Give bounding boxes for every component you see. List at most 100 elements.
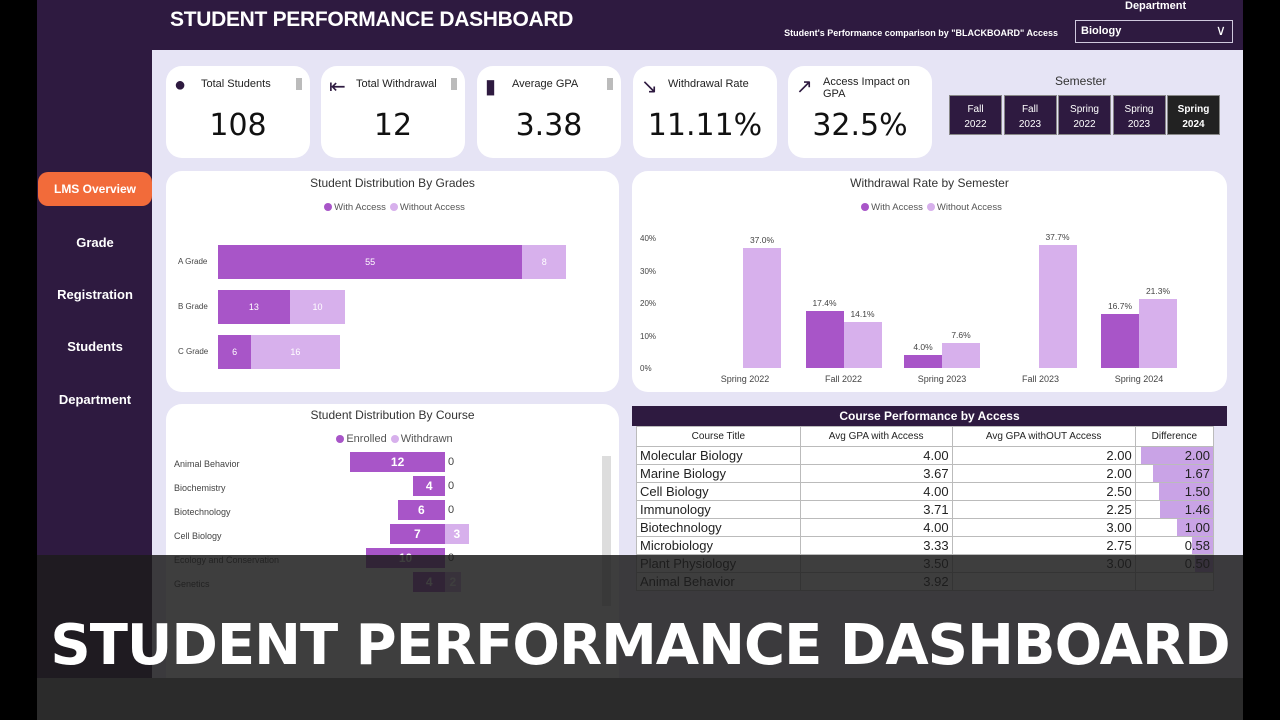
chart-legend: With Access Without Access	[632, 202, 1227, 213]
kpi-value: 3.38	[515, 108, 583, 143]
column-bar	[743, 247, 781, 368]
semester-option[interactable]: Spring 2023	[1112, 95, 1166, 135]
kpi-total-withdrawal: ⇤ Total Withdrawal 12	[321, 66, 465, 158]
column-bar	[805, 311, 844, 368]
legend-dot	[336, 435, 345, 443]
withdrawn-value: 0	[448, 456, 455, 468]
semester-option[interactable]: Fall 2023	[1003, 95, 1057, 135]
legend-label: Withdrawn	[400, 433, 453, 445]
enrolled-bar: 4	[413, 476, 445, 496]
table-cell: 4.00	[799, 518, 953, 537]
department-select[interactable]: Biology ∨	[1075, 20, 1233, 43]
x-tick-label: Spring 2023	[917, 374, 967, 384]
data-label: 37.7%	[1045, 232, 1070, 243]
table-cell: 2.00	[951, 464, 1136, 483]
legend-dot	[926, 203, 935, 211]
table-cell: 2.00	[1134, 446, 1215, 465]
semester-year: 2023	[1018, 119, 1042, 130]
semester-year: 2022	[1073, 119, 1096, 130]
bar-segment: 16	[251, 335, 340, 369]
chart-legend: With Access Without Access	[166, 202, 619, 213]
enrolled-bar: 7	[389, 524, 445, 544]
column-bar	[904, 355, 942, 368]
table-cell: 1.00	[1134, 518, 1215, 537]
table-cell: 3.33	[799, 536, 953, 555]
column-header[interactable]: Avg GPA with Access	[799, 426, 953, 447]
category-label: C Grade	[178, 347, 209, 356]
kpi-label: Withdrawal Rate	[668, 78, 749, 90]
semester-year: 2023	[1127, 119, 1151, 130]
column-header[interactable]: Avg GPA withOUT Access	[951, 426, 1136, 447]
data-label: 16.7%	[1107, 300, 1133, 311]
semester-year: 2022	[964, 119, 987, 130]
table-cell: 2.50	[951, 482, 1136, 501]
sidebar-item-registration[interactable]: Registration	[57, 287, 133, 302]
subtitle: Student's Performance comparison by "BLA…	[784, 28, 1058, 38]
kpi-value: 32.5%	[812, 108, 908, 143]
chart-title: Student Distribution By Course	[310, 408, 475, 422]
table-row: Molecular Biology 4.00 2.00 2.00	[636, 446, 1215, 465]
department-label: Department	[1125, 0, 1187, 12]
y-tick-label: 20%	[640, 299, 657, 308]
column-header[interactable]: Course Title	[636, 426, 801, 447]
difference-value: 1.46	[1184, 502, 1210, 517]
sidebar-item-grade[interactable]: Grade	[76, 235, 114, 250]
semester-year: 2024	[1182, 119, 1205, 130]
table-cell: 2.75	[951, 536, 1136, 555]
withdrawal-chart-panel: Withdrawal Rate by Semester With Access W…	[632, 171, 1227, 392]
column-bar	[843, 322, 882, 368]
table-row: Cell Biology 4.00 2.50 1.50	[636, 482, 1215, 501]
bottom-bar	[37, 678, 1243, 720]
sidebar-item-department[interactable]: Department	[58, 392, 132, 407]
semester-option[interactable]: Fall 2022	[949, 95, 1002, 135]
table-cell: Molecular Biology	[636, 446, 801, 465]
column-bar	[942, 343, 980, 368]
trend-up-icon: ↗	[796, 76, 813, 98]
withdrawn-bar: 3	[445, 524, 469, 544]
column-header[interactable]: Difference	[1134, 426, 1215, 447]
difference-bar	[1152, 465, 1213, 482]
table-title: Course Performance by Access	[632, 406, 1227, 426]
y-tick-label: 40%	[640, 234, 657, 243]
data-label: 7.6%	[951, 330, 971, 341]
difference-bar	[1159, 483, 1213, 500]
kpi-value: 11.11%	[647, 108, 763, 143]
x-tick-label: Spring 2022	[720, 374, 770, 384]
chevron-down-icon: ∨	[1215, 22, 1226, 38]
table-cell: Microbiology	[636, 536, 801, 555]
difference-bar	[1177, 519, 1213, 536]
table-cell: 4.00	[799, 446, 953, 465]
y-tick-label: 10%	[640, 331, 657, 341]
data-label: 4.0%	[913, 342, 933, 352]
category-label: Biotechnology	[174, 507, 231, 517]
page-title: STUDENT PERFORMANCE DASHBOARD	[170, 8, 574, 31]
sidebar-item-lms-overview[interactable]: LMS Overview	[38, 172, 152, 206]
legend-label: Enrolled	[346, 433, 387, 445]
table-cell: Marine Biology	[636, 464, 801, 483]
table-cell: 3.67	[799, 464, 953, 483]
table-cell: 2.25	[951, 500, 1136, 519]
enrolled-bar: 12	[350, 452, 445, 472]
y-tick-label: 30%	[640, 266, 657, 276]
difference-value: 1.67	[1184, 466, 1210, 481]
category-label: A Grade	[178, 257, 208, 266]
x-tick-label: Fall 2022	[824, 374, 863, 384]
sidebar-item-students[interactable]: Students	[67, 339, 123, 354]
semester-option[interactable]: Spring 2022	[1058, 95, 1111, 135]
scrollbar[interactable]	[602, 456, 611, 606]
kpi-access-impact: ↗ Access Impact on GPA 32.5%	[788, 66, 932, 158]
bar-chart-icon: ▮	[485, 76, 497, 98]
difference-bar	[1160, 501, 1213, 518]
table-cell: Cell Biology	[636, 482, 801, 501]
category-label: B Grade	[178, 302, 208, 311]
table-cell: 2.00	[951, 446, 1136, 465]
difference-value: 2.00	[1184, 448, 1210, 463]
legend-label: With Access	[334, 202, 386, 213]
difference-value: 0.58	[1184, 538, 1210, 553]
table-cell: 4.00	[799, 482, 953, 501]
bar-segment: 13	[218, 290, 290, 324]
bar-segment: 8	[522, 245, 567, 279]
trend-down-icon: ↘	[641, 76, 658, 98]
semester-label: Fall	[1021, 104, 1039, 115]
semester-option[interactable]: Spring 2024	[1167, 95, 1220, 135]
